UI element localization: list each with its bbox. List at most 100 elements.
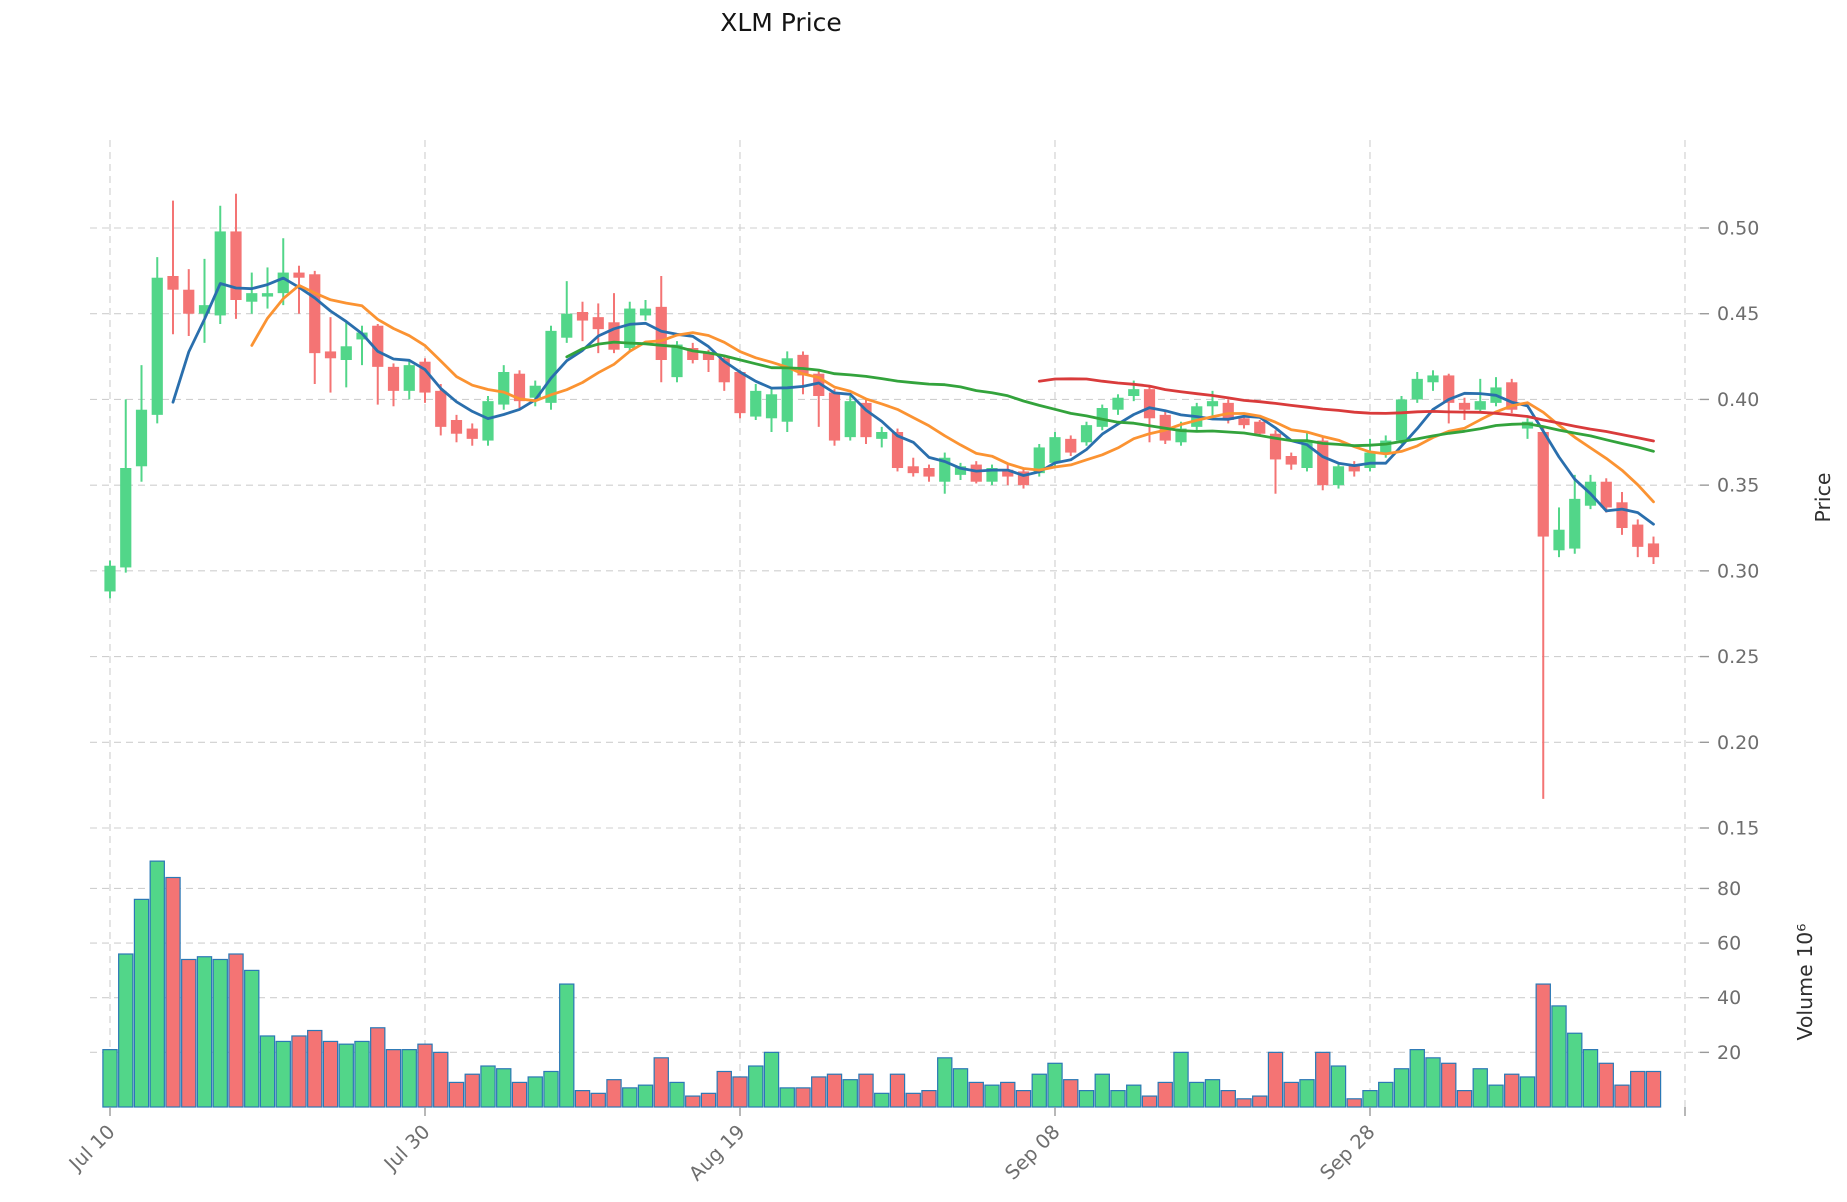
- volume-bar: [1630, 1070, 1646, 1108]
- volume-bar: [1063, 1079, 1079, 1108]
- candle-body: [1128, 389, 1140, 397]
- candle-body: [183, 289, 195, 314]
- volume-bar: [322, 1040, 339, 1108]
- volume-bar: [1456, 1090, 1473, 1108]
- candle-body: [671, 344, 683, 378]
- price-tick-label: 0.15: [1717, 818, 1759, 840]
- volume-bar: [590, 1092, 606, 1108]
- candle-body: [324, 351, 337, 359]
- volume-bar: [984, 1084, 1000, 1108]
- candle-body: [1332, 466, 1345, 486]
- volume-tick-label: 80: [1717, 878, 1741, 900]
- volume-bar: [685, 1095, 701, 1108]
- volume-bar: [1015, 1090, 1032, 1108]
- volume-bar: [1535, 983, 1551, 1108]
- candle-body: [923, 468, 935, 477]
- candle-body: [419, 361, 431, 393]
- x-tick-label: Sep 08: [1000, 1120, 1064, 1184]
- candle-body: [482, 401, 494, 441]
- volume-bar: [905, 1092, 921, 1108]
- volume-bar: [448, 1081, 465, 1108]
- volume-bar: [102, 1049, 118, 1108]
- candle-body: [1427, 375, 1439, 383]
- candle-body: [876, 432, 888, 439]
- candle-body: [1647, 543, 1660, 558]
- candle-body: [435, 390, 447, 427]
- candle-body: [277, 272, 289, 294]
- price-axis-label: Price: [1811, 472, 1835, 522]
- candle-body: [781, 358, 793, 422]
- volume-bar: [1157, 1081, 1173, 1108]
- candle-body: [545, 330, 557, 403]
- price-tick-label: 0.30: [1717, 560, 1759, 582]
- candle-body: [403, 365, 415, 391]
- volume-bar: [259, 1035, 276, 1108]
- candle-body: [372, 325, 384, 367]
- x-tick-label: Sep 28: [1315, 1120, 1379, 1184]
- candle-body: [891, 432, 904, 469]
- volume-bar: [559, 983, 575, 1108]
- volume-bar: [1000, 1081, 1016, 1108]
- candle-body: [561, 313, 573, 338]
- candle-body: [1049, 437, 1061, 463]
- volume-bar: [1141, 1095, 1158, 1108]
- volume-bar: [118, 953, 134, 1108]
- candle-body: [1553, 529, 1565, 551]
- candle-body: [230, 231, 242, 301]
- sma30-line: [565, 340, 1655, 453]
- candle-body: [1143, 389, 1156, 419]
- volume-bar: [212, 958, 228, 1108]
- candle-body: [1443, 375, 1455, 403]
- volume-bar: [921, 1090, 937, 1108]
- volume-bar: [779, 1087, 795, 1108]
- volume-bar: [228, 953, 244, 1108]
- volume-bar: [732, 1076, 748, 1108]
- candle-body: [1348, 464, 1360, 472]
- candle-body: [1632, 524, 1644, 547]
- volume-bar: [401, 1049, 417, 1108]
- candle-body: [1222, 402, 1234, 421]
- candle-body: [907, 466, 919, 474]
- volume-bar: [1519, 1076, 1536, 1108]
- volume-bar: [858, 1073, 874, 1108]
- candle-body: [387, 366, 400, 391]
- candle-body: [639, 308, 652, 316]
- volume-bar: [370, 1027, 386, 1108]
- candle-body: [498, 372, 510, 405]
- candle-body: [1285, 456, 1297, 465]
- chart-title: XLM Price: [720, 8, 842, 37]
- volume-bar: [937, 1057, 953, 1108]
- volume-bar: [275, 1040, 291, 1108]
- candle-body: [1301, 440, 1313, 469]
- candle-body: [1033, 447, 1045, 474]
- volume-bar: [433, 1051, 449, 1108]
- candle-body: [844, 401, 856, 438]
- volume-bar: [1078, 1090, 1095, 1108]
- candle-body: [167, 276, 179, 290]
- volume-bar: [637, 1084, 654, 1108]
- volume-bar: [1299, 1079, 1315, 1108]
- candle-body: [954, 466, 967, 475]
- volume-axis-label: Volume 10⁶: [1793, 923, 1817, 1040]
- candle-body: [860, 402, 872, 438]
- sma5-line: [171, 276, 1655, 526]
- candle-body: [104, 565, 116, 592]
- volume-bar: [1346, 1098, 1362, 1108]
- volume-bar: [1582, 1049, 1599, 1108]
- candle-body: [1206, 401, 1219, 407]
- candle-body: [450, 420, 463, 434]
- candle-body: [592, 317, 604, 330]
- volume-bar: [1472, 1068, 1488, 1108]
- candle-body: [1175, 428, 1187, 443]
- volume-bar: [1378, 1081, 1394, 1108]
- volume-bar: [1252, 1095, 1268, 1108]
- volume-bar: [669, 1081, 685, 1108]
- volume-bar: [874, 1092, 890, 1108]
- candle-body: [765, 394, 778, 419]
- volume-bar: [417, 1043, 433, 1108]
- volume-bar: [748, 1065, 764, 1108]
- candle-body: [1317, 440, 1329, 486]
- price-tick-label: 0.50: [1717, 218, 1759, 240]
- candle-body: [1569, 498, 1581, 549]
